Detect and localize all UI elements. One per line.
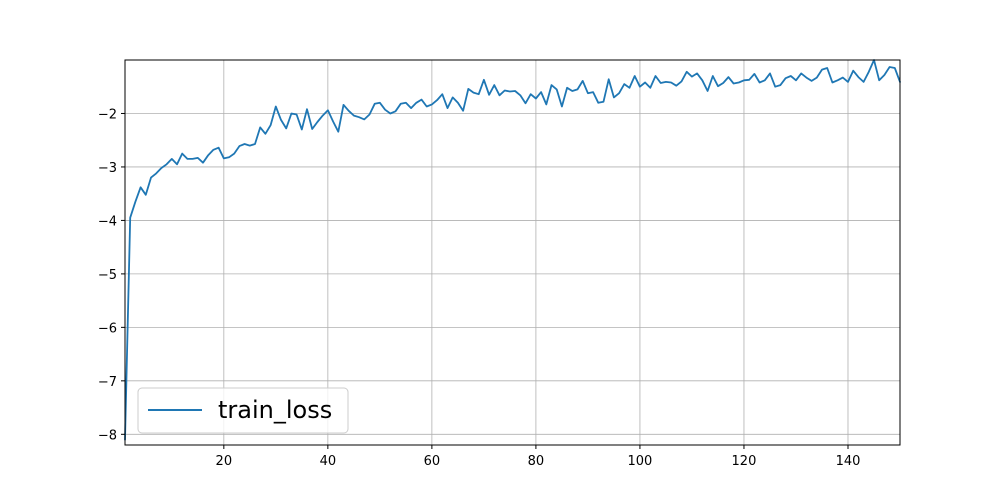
y-tick-label: −4 [98,214,117,229]
x-tick-label: 100 [628,454,653,469]
x-tick-label: 140 [836,454,861,469]
y-tick-label: −7 [98,375,117,390]
x-tick-label: 20 [216,454,233,469]
y-tick-label: −3 [98,161,117,176]
y-axis: −8 −7 −6 −5 −4 −3 −2 [98,107,125,443]
x-tick-label: 60 [424,454,441,469]
legend-box [137,387,349,434]
x-tick-label: 80 [528,454,545,469]
x-axis: 20 40 60 80 100 120 140 [216,445,861,469]
x-tick-label: 40 [320,454,337,469]
legend-label-train-loss: train_loss [218,396,332,424]
y-tick-label: −8 [98,428,117,443]
y-tick-label: −6 [98,321,117,336]
x-tick-label: 120 [732,454,757,469]
plot-frame [124,59,901,446]
series-line-train-loss [124,59,901,441]
y-tick-label: −2 [98,107,117,122]
grid-lines [125,60,900,445]
series-layer [124,59,901,441]
y-tick-label: −5 [98,268,117,283]
legend: train_loss [137,387,349,434]
